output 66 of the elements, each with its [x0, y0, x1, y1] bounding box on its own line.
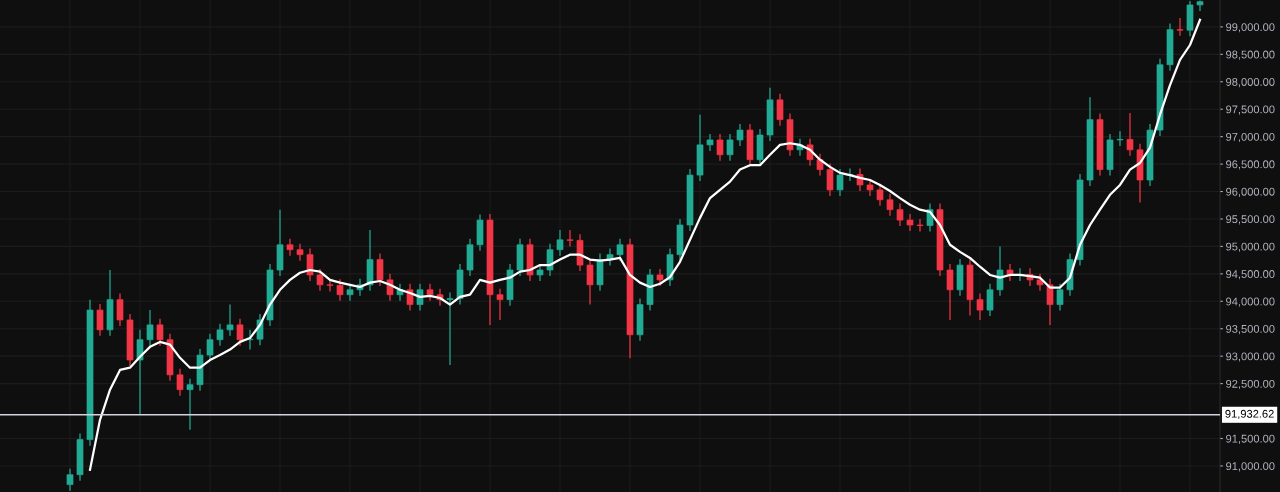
- candlestick: [66, 468, 74, 492]
- candlestick: [96, 303, 104, 337]
- candlestick: [336, 278, 344, 302]
- y-tick-label: 95,500.00: [1226, 215, 1275, 225]
- candlestick: [306, 247, 314, 282]
- candlestick: [706, 133, 714, 152]
- candlestick: [296, 243, 304, 262]
- y-tick-label: 99,000.00: [1226, 23, 1275, 33]
- candlestick: [136, 329, 144, 416]
- candlestick: [906, 213, 914, 232]
- candlestick: [376, 252, 384, 287]
- candlestick: [446, 291, 454, 366]
- candlestick: [286, 238, 294, 257]
- candlestick: [616, 238, 624, 262]
- candlestick: [156, 318, 164, 347]
- candlestick: [916, 218, 924, 233]
- candlestick: [556, 229, 564, 257]
- y-tick-label: 94,500.00: [1226, 270, 1275, 280]
- candlestick: [546, 243, 554, 277]
- candlestick: [996, 245, 1004, 297]
- y-tick-label: 98,000.00: [1226, 78, 1275, 88]
- candlestick: [316, 268, 324, 292]
- candlestick: [116, 292, 124, 327]
- candlestick: [946, 263, 954, 321]
- candlestick: [896, 202, 904, 227]
- candlestick: [496, 288, 504, 321]
- candlestick: [396, 283, 404, 302]
- ref-line-label: 91,932.62: [1225, 409, 1274, 420]
- candlestick: [326, 278, 334, 293]
- y-tick-label: 97,500.00: [1226, 105, 1275, 115]
- candlestick: [216, 323, 224, 347]
- candlestick: [146, 309, 154, 347]
- candlestick: [186, 378, 194, 431]
- y-tick-label: 98,500.00: [1226, 50, 1275, 60]
- candlestick: [226, 303, 234, 337]
- y-tick-label: 91,000.00: [1226, 462, 1275, 472]
- y-tick-label: 96,500.00: [1226, 160, 1275, 170]
- candlestick: [736, 123, 744, 147]
- candlestick: [726, 133, 734, 162]
- candlestick: [1176, 17, 1184, 37]
- line-series: [88, 18, 1202, 471]
- y-tick-label: 91,500.00: [1226, 434, 1275, 444]
- candlestick: [176, 368, 184, 397]
- candlestick: [1056, 283, 1064, 312]
- y-tick-label: 95,000.00: [1226, 242, 1275, 252]
- y-tick-label: 92,500.00: [1226, 379, 1275, 390]
- y-tick-label: 97,000.00: [1226, 132, 1275, 143]
- candlestick: [886, 193, 894, 217]
- y-tick-label: 94,000.00: [1226, 297, 1275, 307]
- candlestick: [566, 229, 574, 248]
- candlestick: [206, 333, 214, 362]
- y-tick-label: 93,000.00: [1226, 352, 1275, 362]
- candlestick: [1126, 112, 1134, 157]
- candlestick: [1046, 278, 1054, 326]
- candlestick: [716, 133, 724, 162]
- candlestick: [236, 318, 244, 347]
- candlestick: [1116, 130, 1124, 147]
- candlestick: [836, 168, 844, 197]
- candlestick: [586, 258, 594, 306]
- candlestick: [816, 153, 824, 177]
- candlestick: [986, 283, 994, 317]
- candlestick: [776, 93, 784, 127]
- candlestick: [826, 162, 834, 197]
- candlestick: [976, 292, 984, 321]
- y-tick-label: 96,000.00: [1226, 187, 1275, 197]
- y-tick-label: 93,500.00: [1226, 325, 1275, 335]
